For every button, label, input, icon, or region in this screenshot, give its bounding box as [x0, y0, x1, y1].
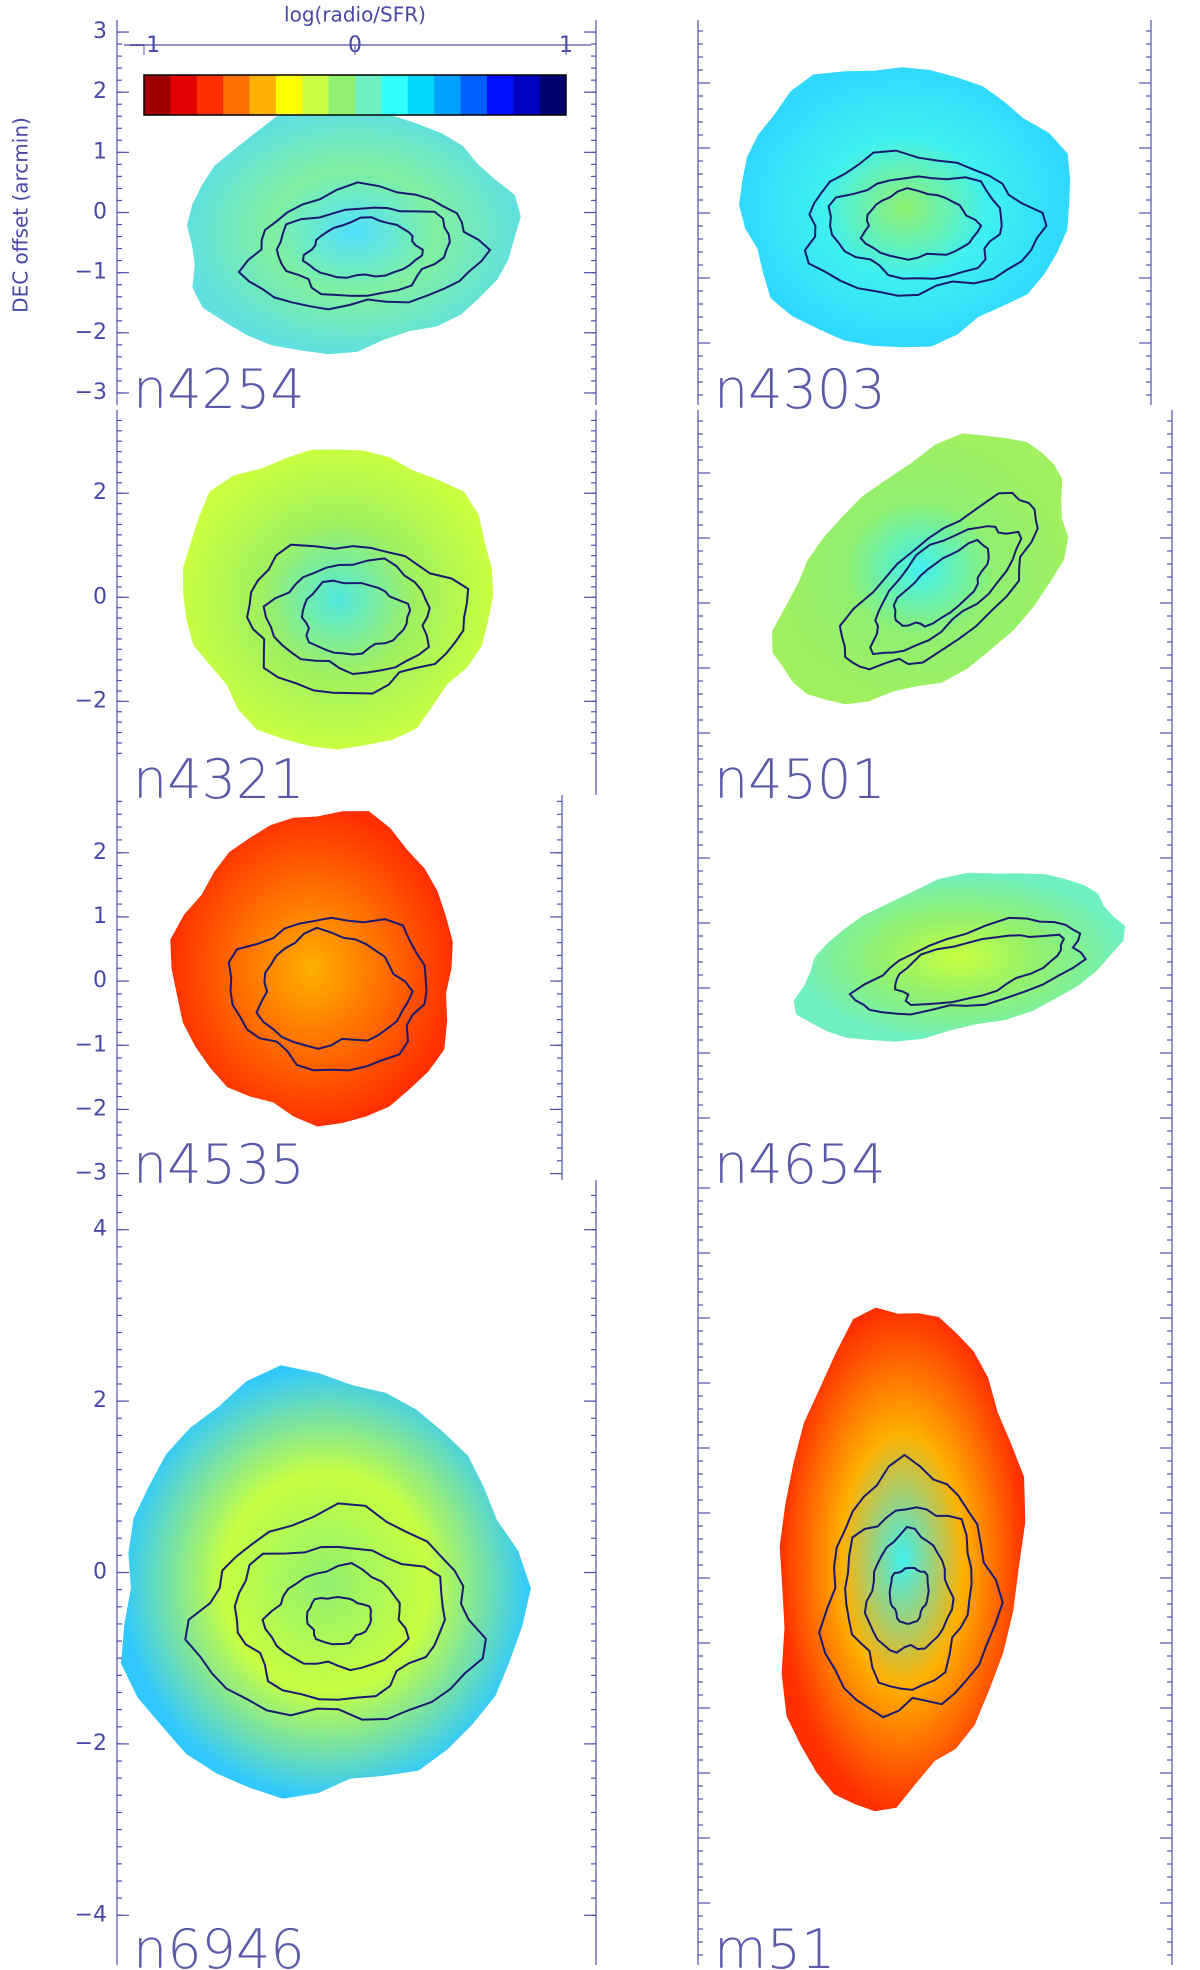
colorbar-swatch	[486, 75, 514, 115]
contour	[894, 933, 1066, 1007]
y-tick-label: −2	[75, 1731, 107, 1756]
y-tick-label: 2	[93, 480, 107, 505]
map-panel: −2 0 2 n4321	[75, 410, 597, 811]
contour	[863, 1525, 955, 1654]
contour	[859, 187, 983, 261]
y-axis-label: DEC offset (arcmin)	[9, 117, 33, 313]
y-tick-label: −2	[75, 320, 107, 345]
contour	[233, 1545, 446, 1701]
y-tick-label: 3	[93, 19, 107, 44]
map-panel: m51	[697, 1180, 1173, 1970]
contour	[246, 543, 470, 695]
contour	[255, 926, 414, 1050]
contour	[844, 1506, 973, 1691]
panel-title: n4303	[714, 358, 886, 421]
contour	[888, 1566, 930, 1625]
y-tick-label: 1	[93, 904, 107, 929]
map-region	[739, 67, 1071, 348]
contour	[869, 525, 1023, 656]
contour	[892, 538, 990, 628]
colorbar-swatch	[407, 75, 435, 115]
map-region	[170, 811, 453, 1127]
map-region	[186, 109, 521, 355]
y-tick-label: 0	[93, 968, 107, 993]
map-panel: −3 −2 −1 0 1 2 3 n4254	[75, 19, 597, 421]
y-tick-label: 4	[93, 1217, 107, 1242]
panel-title: n4254	[133, 358, 305, 421]
contour	[275, 206, 451, 297]
contour	[848, 916, 1088, 1016]
y-tick-label: 2	[93, 1388, 107, 1413]
map-region	[793, 872, 1126, 1042]
colorbar-swatch	[513, 75, 541, 115]
colorbar-swatch	[539, 75, 567, 115]
contour	[227, 916, 428, 1072]
y-tick-label: 2	[93, 840, 107, 865]
map-panel: n4654	[697, 795, 1173, 1196]
contour	[262, 557, 431, 676]
contour	[818, 1453, 1004, 1719]
y-tick-label: −1	[75, 1032, 107, 1057]
map-region	[772, 433, 1069, 705]
map-region	[182, 449, 494, 750]
y-tick-label: −2	[75, 1096, 107, 1121]
contour	[184, 1502, 487, 1721]
contour	[237, 181, 492, 311]
contour	[838, 491, 1039, 671]
colorbar-swatch	[328, 75, 356, 115]
contour	[261, 1562, 410, 1672]
contour	[827, 175, 1003, 280]
colorbar-swatch	[275, 75, 303, 115]
panel-title: n4321	[133, 748, 305, 811]
colorbar-swatch	[223, 75, 250, 115]
map-region	[121, 1365, 531, 1799]
y-tick-label: 1	[93, 139, 107, 164]
contour	[803, 149, 1048, 297]
panel-title: m51	[714, 1918, 835, 1970]
map-region	[779, 1307, 1026, 1812]
contour	[301, 216, 424, 279]
colorbar-swatch	[434, 75, 461, 115]
colorbar-swatch	[381, 75, 409, 115]
y-tick-label: 0	[93, 200, 107, 225]
map-panel: n4303	[697, 20, 1152, 421]
map-panel: n4501	[697, 410, 1173, 811]
y-tick-label: −3	[75, 380, 107, 405]
contour	[305, 1595, 373, 1646]
colorbar-swatch	[170, 75, 198, 115]
y-tick-label: −2	[75, 688, 107, 713]
colorbar-swatch	[355, 75, 382, 115]
panel-title: n4535	[133, 1133, 305, 1196]
y-tick-label: 0	[93, 1560, 107, 1585]
colorbar-swatch	[302, 75, 330, 115]
contour	[300, 579, 412, 656]
map-panel: −4 −2 0 2 4 n6946	[75, 1180, 597, 1970]
colorbar-title: log(radio/SFR)	[284, 3, 426, 27]
colorbar-swatch	[144, 75, 171, 115]
map-panel: −3 −2 −1 0 1 2 n4535	[75, 795, 563, 1196]
y-tick-label: −4	[75, 1902, 107, 1927]
panel-title: n4501	[714, 748, 886, 811]
y-tick-label: 0	[93, 584, 107, 609]
colorbar-swatch	[460, 75, 488, 115]
colorbar-swatch	[196, 75, 224, 115]
colorbar-swatch	[249, 75, 277, 115]
y-tick-label: −1	[75, 260, 107, 285]
colorbar-frame	[143, 74, 567, 116]
y-tick-label: 2	[93, 79, 107, 104]
y-tick-label: −3	[75, 1161, 107, 1186]
panel-title: n4654	[714, 1133, 886, 1196]
panel-title: n6946	[133, 1918, 305, 1970]
